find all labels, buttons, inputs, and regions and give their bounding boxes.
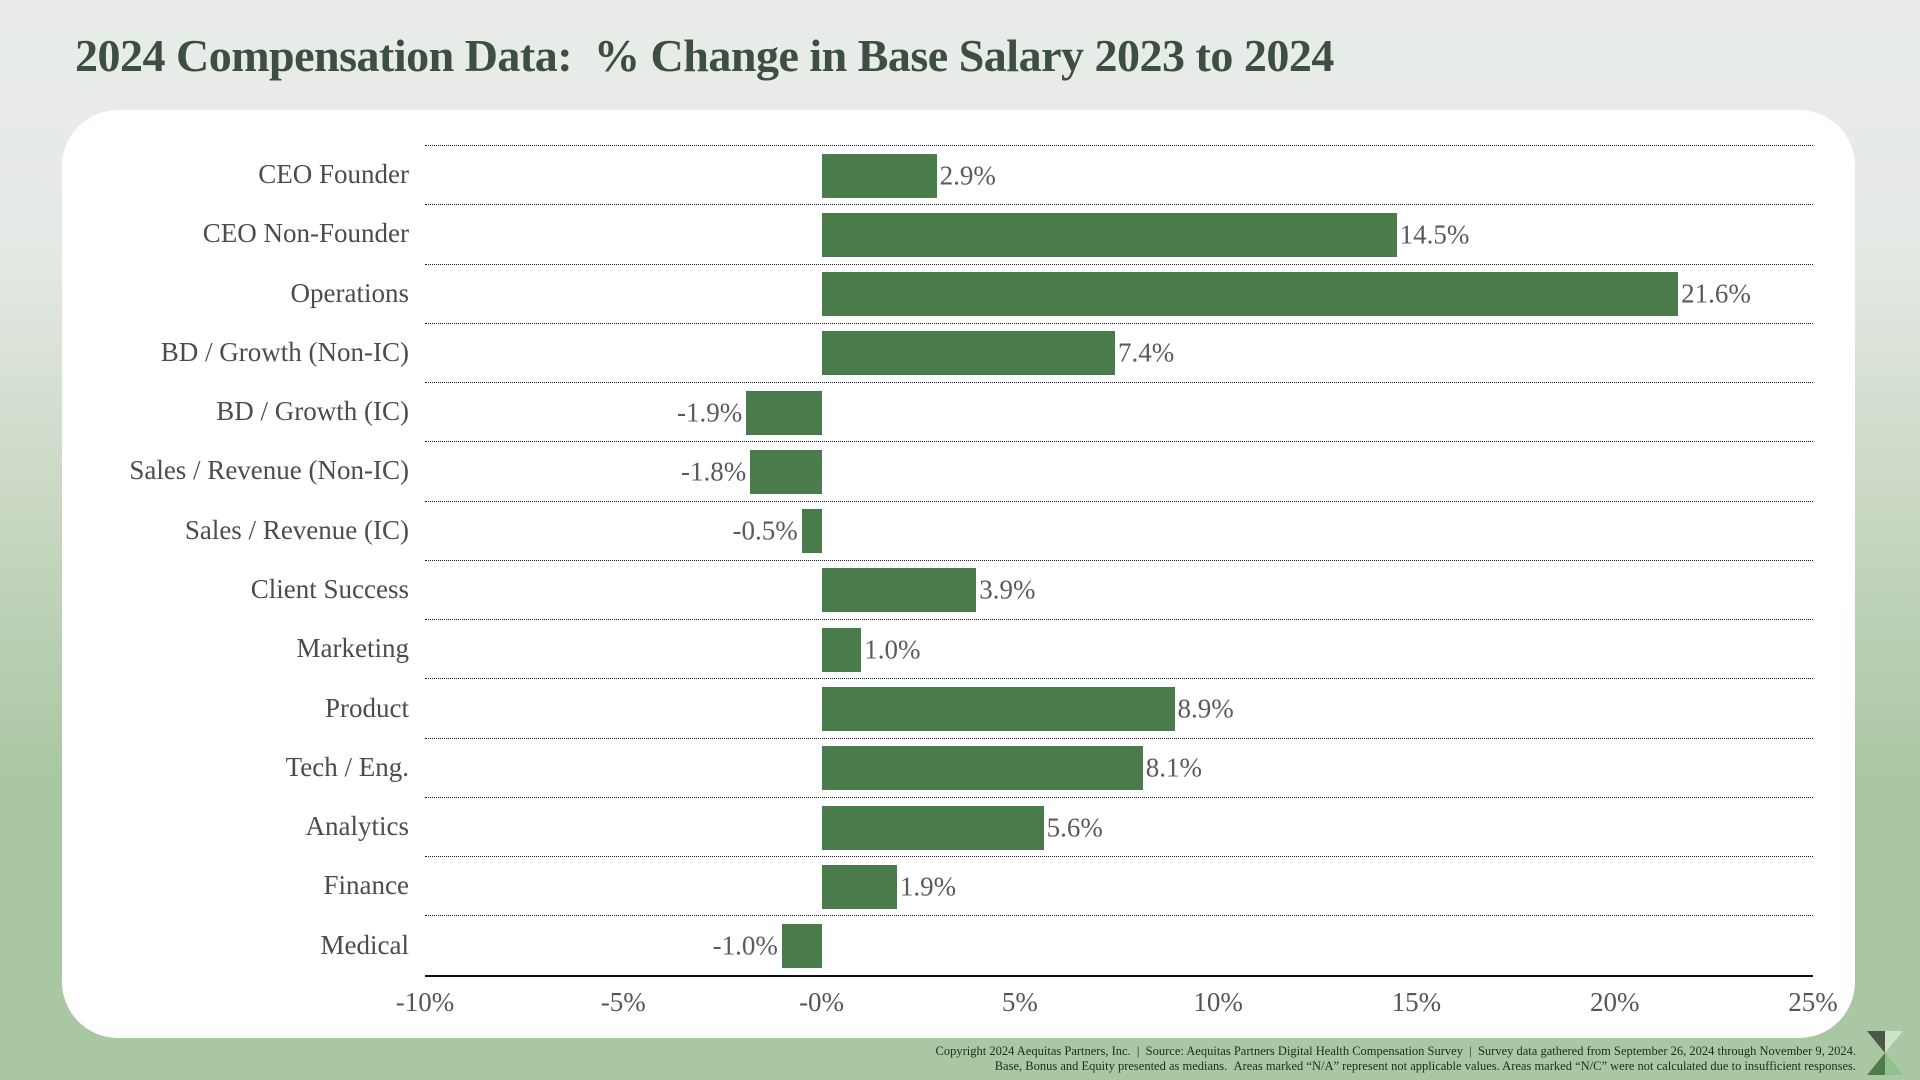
footer-line-2: Base, Bonus and Equity presented as medi… [994,1059,1856,1073]
value-label: 14.5% [1399,219,1470,250]
bar-chart: CEO Founder 2.9% CEO Non-Founder 14.5% Opera… [62,145,1838,1035]
chart-row: BD / Growth (Non-IC) 7.4% [62,322,1813,383]
x-tick-label: -0% [799,986,845,1017]
category-label: Medical [320,929,409,960]
chart-panel: CEO Founder 2.9% CEO Non-Founder 14.5% Opera… [62,110,1855,1038]
value-label: 1.0% [864,634,921,665]
category-label: Operations [290,277,409,308]
category-label: Tech / Eng. [285,751,409,782]
category-label: Finance [323,870,409,901]
value-label: -0.5% [732,515,798,546]
value-label: 8.1% [1145,752,1203,783]
bar [821,272,1679,317]
plot-cell: 21.6% [425,263,1813,324]
x-tick-label: 5% [1001,986,1038,1017]
chart-rows: CEO Founder 2.9% CEO Non-Founder 14.5% Opera… [62,145,1813,975]
chart-row: CEO Non-Founder 14.5% [62,204,1813,263]
chart-row: BD / Growth (IC) -1.9% [62,382,1813,441]
category-label: Marketing [296,633,409,664]
category-label: BD / Growth (IC) [216,396,409,427]
value-label: 7.4% [1118,337,1175,368]
plot-cell: 1.0% [425,619,1813,679]
logo-triangle-top-left [1867,1031,1885,1053]
plot-cell: 8.1% [425,737,1813,798]
logo-triangle-bottom-left [1867,1053,1885,1075]
plot-cell: 8.9% [425,678,1813,738]
value-label: 3.9% [979,574,1036,605]
plot-cell: 7.4% [425,322,1813,383]
plot-cell: 1.9% [425,856,1813,916]
x-tick-label: -10% [395,986,455,1017]
plot-cell: 14.5% [425,204,1813,264]
value-label: 2.9% [939,160,996,191]
chart-row: Sales / Revenue (Non-IC) -1.8% [62,441,1813,500]
value-label: 1.9% [899,871,957,902]
chart-row: Analytics 5.6% [62,796,1813,857]
plot-cell: 2.9% [425,145,1813,205]
aequitas-partners-logo [1867,1031,1903,1075]
value-label: -1.9% [676,397,743,428]
chart-row: Medical -1.0% [62,915,1813,974]
bar [821,864,897,909]
bar [821,153,937,198]
chart-row: Tech / Eng. 8.1% [62,737,1813,798]
bar [821,805,1044,850]
bar [781,924,822,969]
category-label: Client Success [250,573,409,604]
bar [821,331,1116,376]
chart-row: Client Success 3.9% [62,559,1813,620]
page-title: 2024 Compensation Data: % Change in Base… [75,29,1334,81]
bar [821,687,1175,732]
footer: Copyright 2024 Aequitas Partners, Inc. |… [0,1038,1920,1080]
chart-row: Operations 21.6% [62,263,1813,324]
logo-triangle-bottom-right [1885,1053,1903,1075]
category-label: CEO Founder [258,159,409,190]
category-label: Product [325,692,409,723]
plot-cell: -1.8% [425,441,1813,501]
plot-cell: 3.9% [425,559,1813,620]
chart-row: CEO Founder 2.9% [62,145,1813,204]
category-label: CEO Non-Founder [202,218,409,249]
bar [750,449,822,494]
value-label: -1.0% [712,930,778,961]
footer-line-1: Copyright 2024 Aequitas Partners, Inc. |… [935,1044,1856,1058]
bar [821,746,1143,791]
chart-row: Finance 1.9% [62,856,1813,915]
x-tick-label: 15% [1391,986,1442,1017]
plot-cell: 5.6% [425,796,1813,857]
value-label: 5.6% [1046,812,1103,843]
category-label: Sales / Revenue (IC) [184,514,409,545]
category-label: Analytics [305,811,409,842]
value-label: 8.9% [1177,693,1234,724]
plot-cell: -1.0% [425,915,1813,975]
plot-cell: -0.5% [425,500,1813,561]
x-tick-label: -5% [600,986,646,1017]
bar [821,627,862,672]
category-label: Sales / Revenue (Non-IC) [129,455,409,486]
chart-row: Product 8.9% [62,678,1813,737]
chart-row: Marketing 1.0% [62,619,1813,678]
x-tick-label: 20% [1589,986,1640,1017]
x-tick-label: 25% [1788,986,1838,1017]
plot-cell: -1.9% [425,382,1813,442]
category-label: BD / Growth (Non-IC) [160,336,409,367]
bar [821,212,1397,257]
bar [746,390,822,435]
value-label: 21.6% [1681,278,1751,309]
bar [821,568,977,613]
chart-row: Sales / Revenue (IC) -0.5% [62,500,1813,561]
x-tick-label: 10% [1193,986,1243,1017]
bar [801,509,822,554]
logo-triangle-top-right [1885,1031,1903,1053]
footer-text: Copyright 2024 Aequitas Partners, Inc. |… [936,1044,1856,1074]
x-axis: -10% -5% -0% 5% 10% 15% 20% 25% [396,974,1838,1035]
value-label: -1.8% [680,456,747,487]
